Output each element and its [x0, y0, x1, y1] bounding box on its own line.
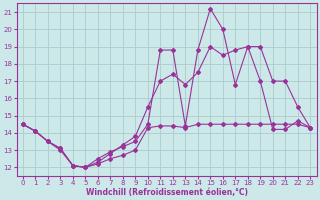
- X-axis label: Windchill (Refroidissement éolien,°C): Windchill (Refroidissement éolien,°C): [85, 188, 248, 197]
